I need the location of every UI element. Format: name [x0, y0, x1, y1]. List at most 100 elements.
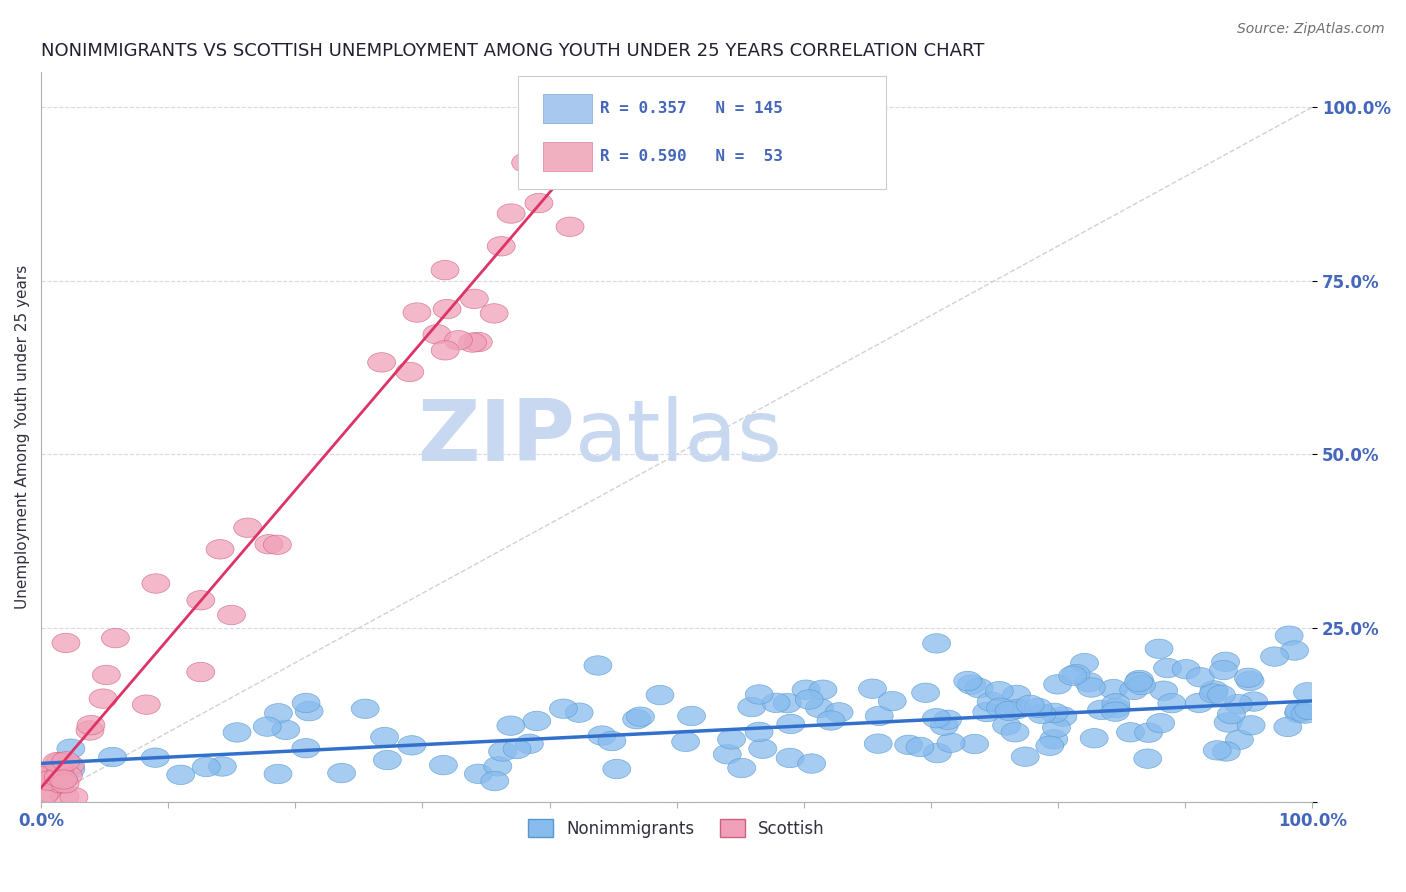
Ellipse shape: [207, 540, 233, 559]
Legend: Nonimmigrants, Scottish: Nonimmigrants, Scottish: [522, 813, 831, 845]
Ellipse shape: [1070, 653, 1098, 673]
Ellipse shape: [52, 633, 80, 653]
Ellipse shape: [481, 303, 508, 323]
Ellipse shape: [193, 757, 221, 777]
Ellipse shape: [598, 731, 626, 751]
Ellipse shape: [1173, 659, 1201, 679]
Ellipse shape: [101, 628, 129, 648]
Ellipse shape: [56, 756, 84, 775]
Ellipse shape: [292, 739, 319, 758]
Ellipse shape: [52, 752, 80, 771]
Ellipse shape: [42, 769, 69, 789]
Ellipse shape: [1043, 674, 1071, 694]
Ellipse shape: [46, 773, 75, 793]
Ellipse shape: [1274, 717, 1302, 737]
Ellipse shape: [1201, 681, 1227, 700]
Ellipse shape: [796, 690, 824, 709]
Ellipse shape: [987, 698, 1015, 717]
Text: Source: ZipAtlas.com: Source: ZipAtlas.com: [1237, 22, 1385, 37]
Ellipse shape: [1102, 698, 1130, 718]
Ellipse shape: [859, 679, 886, 698]
Ellipse shape: [233, 518, 262, 538]
Ellipse shape: [1291, 704, 1319, 723]
Ellipse shape: [1011, 747, 1039, 766]
FancyBboxPatch shape: [543, 95, 592, 123]
Ellipse shape: [481, 772, 509, 791]
Ellipse shape: [56, 739, 84, 758]
Ellipse shape: [1004, 699, 1031, 719]
Ellipse shape: [464, 333, 492, 351]
Ellipse shape: [1294, 682, 1322, 702]
Ellipse shape: [516, 734, 543, 754]
Ellipse shape: [717, 730, 745, 749]
Ellipse shape: [825, 703, 853, 723]
Ellipse shape: [32, 766, 60, 786]
Ellipse shape: [965, 679, 993, 698]
Ellipse shape: [957, 675, 986, 694]
Ellipse shape: [776, 748, 804, 768]
Ellipse shape: [367, 352, 395, 372]
Text: atlas: atlas: [575, 395, 783, 478]
Ellipse shape: [1002, 685, 1031, 705]
Ellipse shape: [678, 706, 706, 726]
Ellipse shape: [806, 698, 834, 718]
Ellipse shape: [1062, 665, 1090, 684]
Ellipse shape: [1133, 749, 1161, 768]
Ellipse shape: [263, 535, 291, 555]
Ellipse shape: [38, 764, 66, 784]
Ellipse shape: [404, 302, 430, 322]
Ellipse shape: [1077, 678, 1105, 698]
Ellipse shape: [76, 721, 104, 740]
Ellipse shape: [894, 735, 922, 755]
Ellipse shape: [797, 754, 825, 773]
Ellipse shape: [879, 691, 907, 711]
Y-axis label: Unemployment Among Youth under 25 years: Unemployment Among Youth under 25 years: [15, 265, 30, 609]
Ellipse shape: [953, 672, 981, 690]
Ellipse shape: [713, 745, 741, 764]
Ellipse shape: [1042, 718, 1070, 738]
Ellipse shape: [1204, 740, 1232, 760]
Ellipse shape: [429, 756, 457, 775]
Text: R = 0.357   N = 145: R = 0.357 N = 145: [600, 102, 783, 116]
Ellipse shape: [374, 750, 401, 770]
Ellipse shape: [49, 770, 77, 789]
Ellipse shape: [1285, 704, 1313, 723]
Ellipse shape: [1036, 736, 1064, 756]
Ellipse shape: [93, 665, 121, 685]
Ellipse shape: [458, 333, 486, 352]
Ellipse shape: [187, 591, 215, 610]
Ellipse shape: [792, 680, 820, 699]
Ellipse shape: [1080, 729, 1108, 748]
Ellipse shape: [583, 656, 612, 675]
Ellipse shape: [1153, 658, 1181, 678]
Ellipse shape: [253, 717, 281, 736]
Ellipse shape: [371, 727, 398, 747]
Text: ZIP: ZIP: [418, 395, 575, 478]
Ellipse shape: [1040, 703, 1069, 723]
Ellipse shape: [1074, 673, 1102, 692]
Ellipse shape: [488, 742, 516, 761]
Ellipse shape: [1150, 681, 1178, 700]
Ellipse shape: [464, 764, 492, 783]
Ellipse shape: [922, 708, 950, 728]
Ellipse shape: [1236, 671, 1264, 690]
Ellipse shape: [46, 764, 75, 783]
Ellipse shape: [911, 683, 939, 703]
Ellipse shape: [352, 699, 380, 718]
Ellipse shape: [1218, 705, 1246, 724]
Ellipse shape: [977, 692, 1005, 712]
Ellipse shape: [30, 764, 56, 782]
Ellipse shape: [398, 736, 426, 756]
Ellipse shape: [224, 723, 252, 742]
Ellipse shape: [271, 720, 299, 739]
Ellipse shape: [38, 769, 66, 789]
Ellipse shape: [45, 767, 72, 787]
Ellipse shape: [98, 747, 127, 767]
Ellipse shape: [132, 695, 160, 714]
Ellipse shape: [1144, 639, 1173, 658]
Ellipse shape: [1240, 692, 1268, 711]
Ellipse shape: [1147, 714, 1174, 733]
Ellipse shape: [89, 689, 117, 708]
Ellipse shape: [523, 711, 551, 731]
Ellipse shape: [55, 766, 83, 786]
